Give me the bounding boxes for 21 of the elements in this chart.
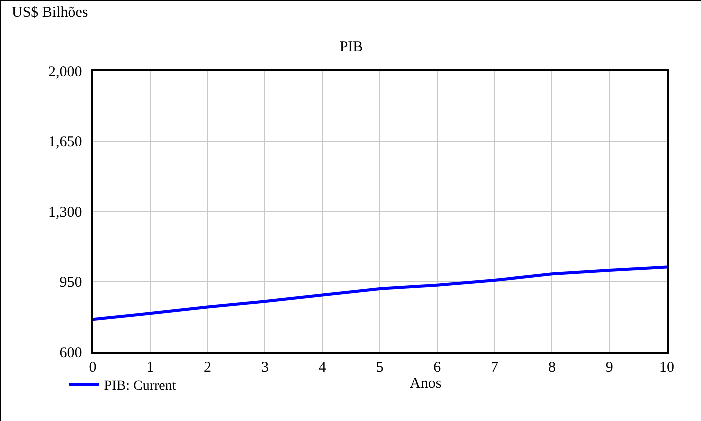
y-tick-label: 600 [60, 345, 82, 362]
y-axis-title: US$ Bilhões [12, 5, 88, 21]
y-tick-label: 2,000 [48, 64, 82, 80]
x-tick-label: 8 [548, 360, 556, 376]
y-tick-label: 1,300 [48, 204, 82, 221]
legend-label: PIB: Current [104, 378, 176, 394]
x-tick-label: 3 [261, 360, 269, 376]
x-tick-label: 10 [660, 360, 674, 376]
x-tick-label: 0 [89, 360, 97, 376]
x-tick-label: 9 [606, 360, 614, 376]
x-tick-label: 6 [434, 360, 442, 376]
x-tick-label: 7 [491, 360, 500, 376]
x-tick-label: 5 [376, 360, 384, 376]
y-tick-label: 1,650 [48, 134, 82, 150]
x-tick-label: 2 [204, 360, 212, 376]
line-series [93, 266, 667, 322]
x-tick-label: 4 [318, 360, 327, 376]
y-tick-label: 950 [60, 275, 82, 291]
x-axis-title: Anos [410, 376, 442, 392]
chart-title: PIB [340, 40, 364, 56]
x-tick-label: 1 [146, 360, 154, 376]
